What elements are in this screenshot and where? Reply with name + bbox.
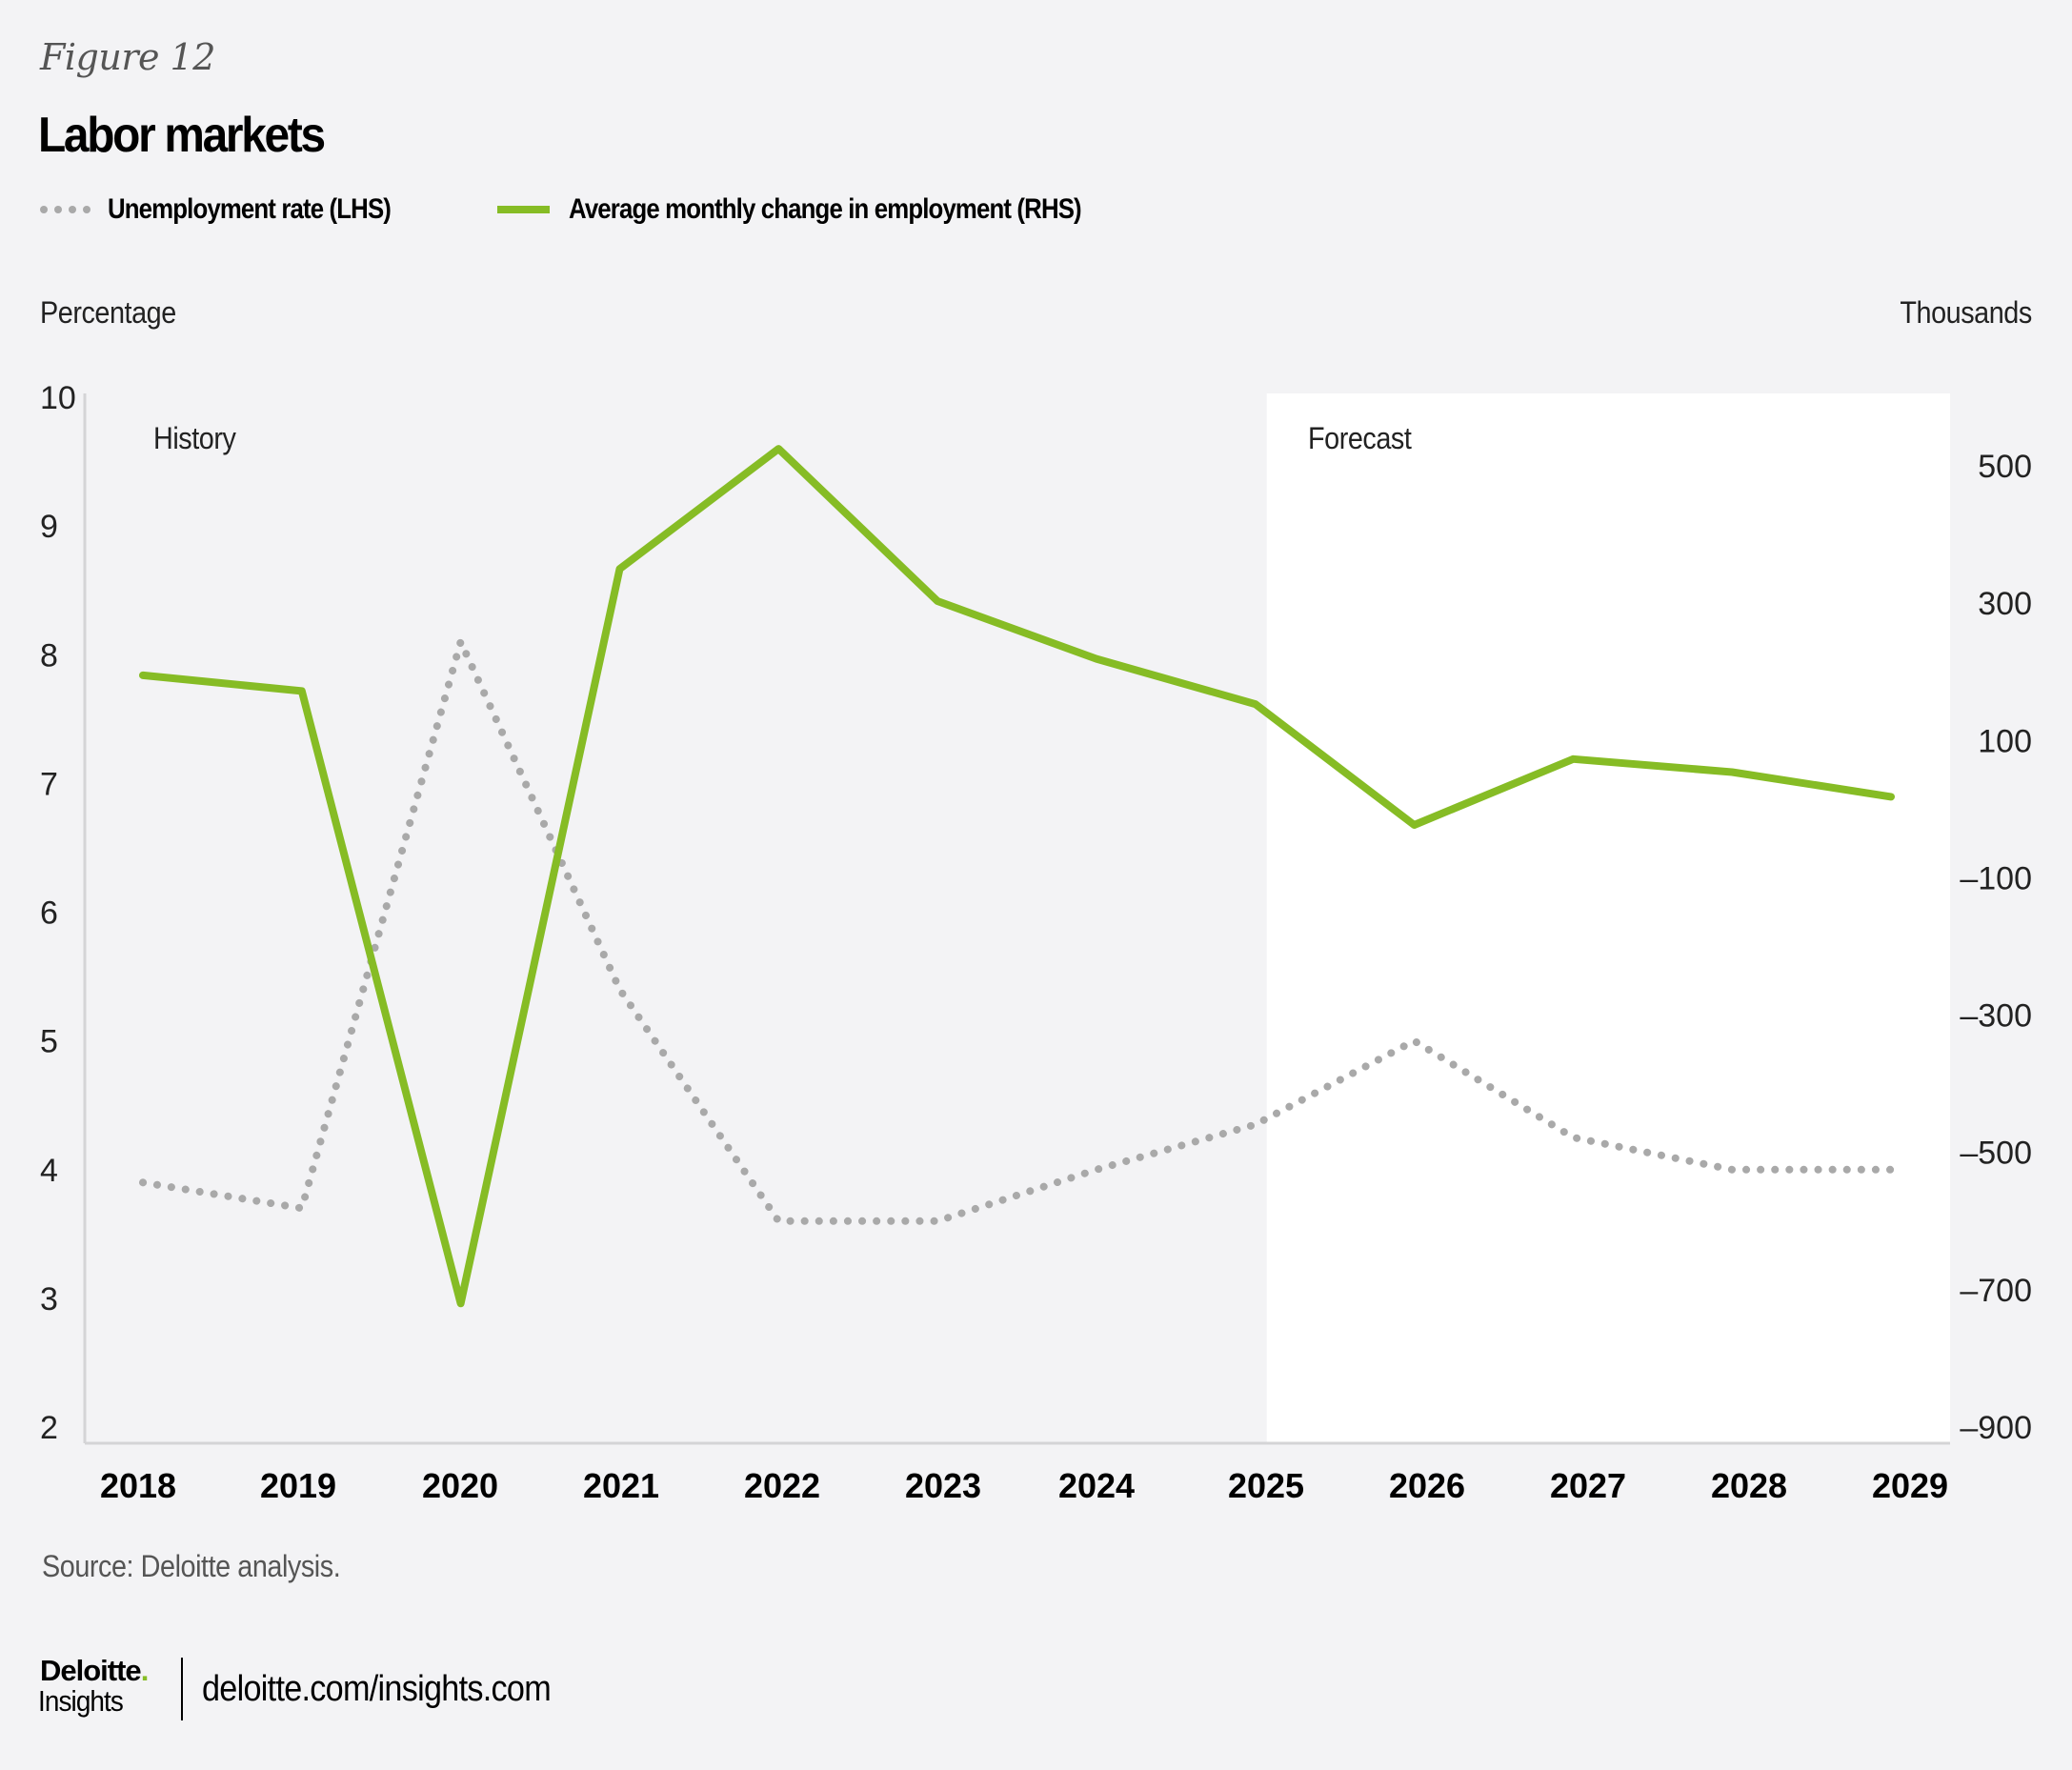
x-axis-tick-label: 2020 (422, 1466, 498, 1505)
left-axis-tick-label: 7 (40, 766, 58, 802)
right-axis-title: Thousands (1900, 295, 2033, 330)
legend-item-unemployment: Unemployment rate (LHS) (40, 191, 436, 229)
x-axis-tick-label: 2018 (100, 1466, 176, 1505)
logo-name: Deloitte (40, 1654, 142, 1687)
left-axis-tick-label: 10 (40, 380, 76, 416)
right-axis-tick-label: –500 (1960, 1136, 2032, 1172)
x-axis-tick-label: 2021 (583, 1466, 659, 1505)
x-axis-tick-label: 2022 (744, 1466, 820, 1505)
logo-dot: . (140, 1654, 150, 1687)
left-axis-title: Percentage (40, 295, 176, 330)
legend-label: Average monthly change in employment (RH… (569, 193, 1082, 225)
solid-line-icon (497, 206, 550, 213)
forecast-region (1266, 393, 1950, 1443)
unemployment-rate-line (139, 637, 1895, 1225)
footer-url[interactable]: deloitte.com/insights.com (202, 1669, 552, 1709)
footer-divider (181, 1658, 183, 1720)
right-axis-tick-label: 300 (1978, 586, 2032, 622)
logo-insights: Insights (38, 1684, 124, 1718)
right-axis-tick-label: 500 (1978, 449, 2032, 485)
chart-title: Labor markets (38, 108, 326, 163)
right-axis-tick-label: 100 (1978, 723, 2032, 759)
x-axis-tick-label: 2029 (1872, 1466, 1948, 1505)
left-axis-tick-label: 6 (40, 895, 58, 932)
legend-label: Unemployment rate (LHS) (108, 193, 392, 225)
left-axis-tick-label: 2 (40, 1410, 58, 1446)
source-note: Source: Deloitte analysis. (42, 1549, 341, 1583)
x-axis-tick-label: 2026 (1389, 1466, 1465, 1505)
left-axis-tick-label: 9 (40, 509, 58, 545)
right-axis-tick-label: –900 (1960, 1410, 2032, 1446)
left-axis-tick-label: 3 (40, 1281, 58, 1317)
x-axis-tick-label: 2028 (1711, 1466, 1787, 1505)
left-axis-tick-label: 8 (40, 637, 58, 674)
deloitte-logo: Deloitte. (40, 1654, 150, 1688)
left-axis-tick-label: 5 (40, 1024, 58, 1060)
employment-change-line (139, 445, 1895, 1308)
history-label: History (153, 421, 236, 455)
forecast-label: Forecast (1308, 421, 1412, 455)
figure-label: Figure 12 (40, 36, 215, 78)
legend-item-employment: Average monthly change in employment (RH… (497, 191, 1164, 229)
x-axis-tick-label: 2027 (1550, 1466, 1626, 1505)
x-axis-tick-label: 2024 (1058, 1466, 1135, 1505)
x-axis-tick-label: 2025 (1228, 1466, 1304, 1505)
dotted-line-icon (40, 206, 91, 213)
right-axis-tick-label: –100 (1960, 860, 2032, 896)
x-axis-tick-label: 2023 (905, 1466, 981, 1505)
right-axis-tick-label: –700 (1960, 1273, 2032, 1309)
x-axis-tick-label: 2019 (260, 1466, 336, 1505)
right-axis-tick-label: –300 (1960, 998, 2032, 1035)
left-axis-tick-label: 4 (40, 1153, 58, 1189)
